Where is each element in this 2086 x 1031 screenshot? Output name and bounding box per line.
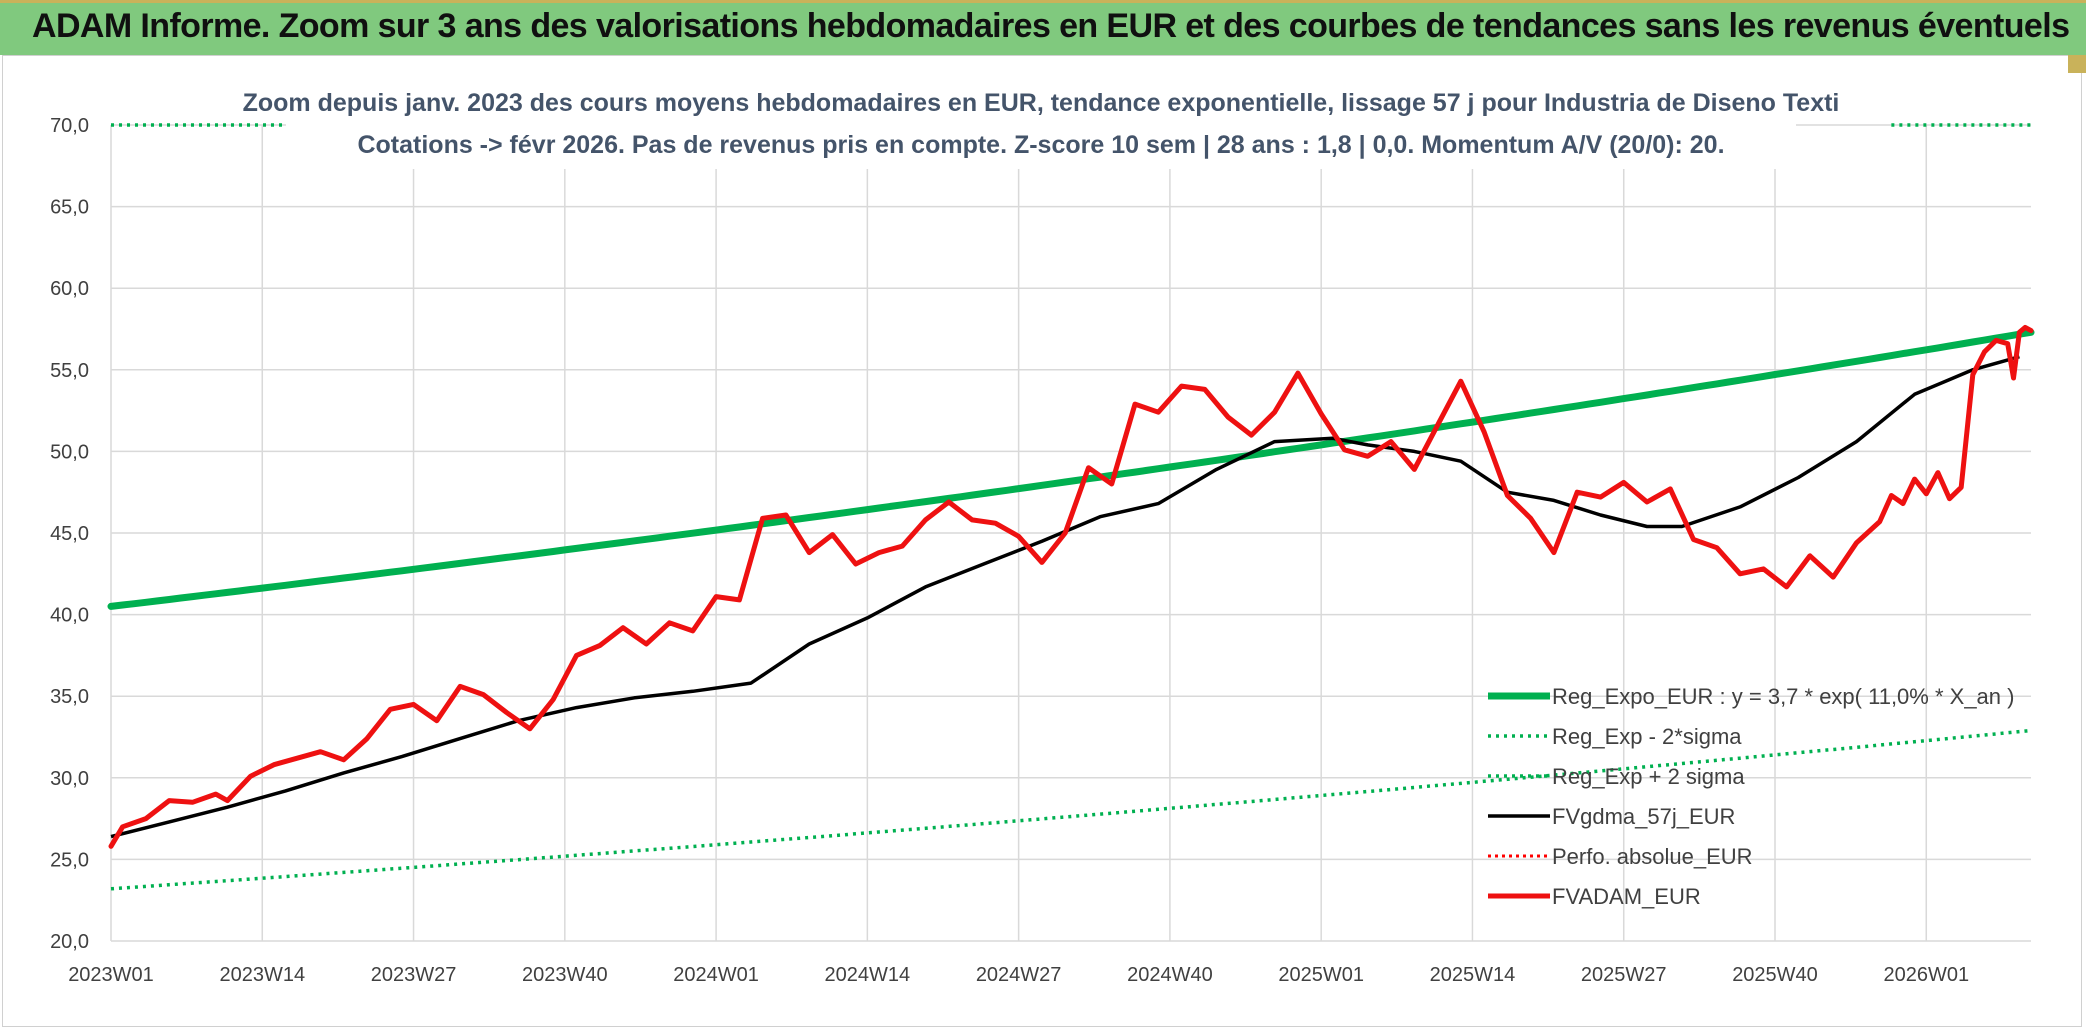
series-lower-band (110, 728, 2032, 891)
x-tick-label: 2023W14 (219, 964, 305, 986)
y-tick-label: 55,0 (50, 360, 89, 382)
report-banner: ADAM Informe. Zoom sur 3 ans des valoris… (0, 0, 2086, 55)
chart-title: Zoom depuis janv. 2023 des cours moyens … (243, 89, 1840, 117)
x-tick-label: 2024W27 (976, 964, 1062, 986)
x-tick-label: 2024W14 (825, 964, 911, 986)
report-title: ADAM Informe. Zoom sur 3 ans des valoris… (32, 7, 2070, 45)
x-tick-label: 2024W40 (1127, 964, 1213, 986)
chart-subtitle: Cotations -> févr 2026. Pas de revenus p… (357, 131, 1724, 159)
x-tick-label: 2025W01 (1278, 964, 1364, 986)
y-tick-label: 25,0 (50, 849, 89, 871)
x-tick-label: 2024W01 (673, 964, 759, 986)
legend-label: FVgdma_57j_EUR (1552, 804, 1735, 829)
legend-label: Reg_Expo_EUR : y = 3,7 * exp( 11,0% * X_… (1552, 684, 2014, 709)
legend-label: Reg_Exp + 2 sigma (1552, 764, 1745, 789)
x-tick-label: 2025W14 (1430, 964, 1516, 986)
series-price (108, 324, 2034, 849)
y-tick-label: 60,0 (50, 278, 89, 300)
plot-area: 20,0 25,0 30,0 35,0 40,0 45,0 50,0 55,0 60,0 65,0… (2, 55, 2082, 1027)
series-moving-average (110, 355, 2020, 839)
legend-label: Perfo. absolue_EUR (1552, 844, 1753, 869)
y-tick-label: 35,0 (50, 686, 89, 708)
y-tick-label: 45,0 (50, 523, 89, 545)
y-tick-label: 40,0 (50, 605, 89, 627)
x-tick-label: 2023W01 (68, 964, 154, 986)
corner-accent (2068, 55, 2086, 73)
y-tick-label: 30,0 (50, 768, 89, 790)
chart-title-box (286, 79, 1796, 169)
x-tick-label: 2026W01 (1883, 964, 1969, 986)
x-tick-label: 2025W40 (1732, 964, 1818, 986)
x-tick-label: 2023W40 (522, 964, 608, 986)
line-chart: 20,0 25,0 30,0 35,0 40,0 45,0 50,0 55,0 60,0 65,0… (50, 79, 2035, 986)
y-tick-label: 65,0 (50, 197, 89, 219)
y-tick-label: 20,0 (50, 931, 89, 953)
legend-label: FVADAM_EUR (1552, 884, 1701, 909)
y-tick-label: 70,0 (50, 115, 89, 137)
x-tick-label: 2023W27 (371, 964, 457, 986)
legend-label: Reg_Exp - 2*sigma (1552, 724, 1742, 749)
series-exp-trend (107, 328, 2035, 610)
y-tick-label: 50,0 (50, 441, 89, 463)
x-tick-label: 2025W27 (1581, 964, 1667, 986)
